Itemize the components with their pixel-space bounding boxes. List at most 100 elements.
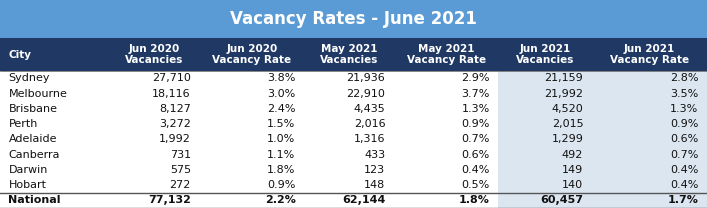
Bar <box>592 71 707 86</box>
Bar <box>199 86 304 101</box>
Bar <box>0 38 110 71</box>
Bar <box>0 116 110 132</box>
Text: Sydney: Sydney <box>8 73 50 83</box>
Bar <box>110 147 199 162</box>
Text: 149: 149 <box>562 165 583 175</box>
Text: Jun 2020
Vacancies: Jun 2020 Vacancies <box>125 44 184 65</box>
Bar <box>0 0 707 38</box>
Text: 3.7%: 3.7% <box>462 89 490 99</box>
Text: 27,710: 27,710 <box>152 73 191 83</box>
Bar <box>394 116 498 132</box>
Bar <box>0 147 110 162</box>
Text: 62,144: 62,144 <box>342 195 385 205</box>
Bar <box>0 162 110 177</box>
Bar <box>394 86 498 101</box>
Text: Perth: Perth <box>8 119 38 129</box>
Text: 4,520: 4,520 <box>551 104 583 114</box>
Bar <box>394 162 498 177</box>
Text: 148: 148 <box>364 180 385 190</box>
Bar <box>592 132 707 147</box>
Bar <box>592 177 707 193</box>
Bar <box>0 177 110 193</box>
Bar <box>498 116 592 132</box>
Bar <box>110 193 199 208</box>
Text: 1.8%: 1.8% <box>267 165 296 175</box>
Text: 4,435: 4,435 <box>354 104 385 114</box>
Text: May 2021
Vacancy Rate: May 2021 Vacancy Rate <box>407 44 486 65</box>
Text: May 2021
Vacancies: May 2021 Vacancies <box>320 44 378 65</box>
Bar <box>199 132 304 147</box>
Text: 2.8%: 2.8% <box>670 73 699 83</box>
Text: 0.7%: 0.7% <box>670 150 699 160</box>
Bar <box>199 71 304 86</box>
Text: 1.1%: 1.1% <box>267 150 296 160</box>
Text: Brisbane: Brisbane <box>8 104 57 114</box>
Bar <box>199 162 304 177</box>
Bar <box>592 193 707 208</box>
Bar <box>0 132 110 147</box>
Bar <box>199 147 304 162</box>
Bar <box>498 86 592 101</box>
Bar <box>304 86 394 101</box>
Text: Darwin: Darwin <box>8 165 48 175</box>
Text: 1.7%: 1.7% <box>667 195 699 205</box>
Text: 1,992: 1,992 <box>159 134 191 144</box>
Bar <box>394 101 498 116</box>
Text: 2,015: 2,015 <box>551 119 583 129</box>
Bar <box>498 38 592 71</box>
Bar <box>304 193 394 208</box>
Text: 0.4%: 0.4% <box>670 180 699 190</box>
Text: 731: 731 <box>170 150 191 160</box>
Text: Hobart: Hobart <box>8 180 47 190</box>
Text: Jun 2020
Vacancy Rate: Jun 2020 Vacancy Rate <box>212 44 291 65</box>
Bar <box>592 38 707 71</box>
Bar <box>110 101 199 116</box>
Text: 21,992: 21,992 <box>544 89 583 99</box>
Bar <box>394 147 498 162</box>
Bar <box>498 193 592 208</box>
Bar <box>199 38 304 71</box>
Text: 3.0%: 3.0% <box>267 89 296 99</box>
Bar <box>110 86 199 101</box>
Bar <box>199 177 304 193</box>
Text: 0.9%: 0.9% <box>670 119 699 129</box>
Bar <box>110 132 199 147</box>
Text: 0.6%: 0.6% <box>462 150 490 160</box>
Text: City: City <box>8 50 32 60</box>
Bar <box>592 86 707 101</box>
Bar <box>592 101 707 116</box>
Text: 1.0%: 1.0% <box>267 134 296 144</box>
Text: 0.7%: 0.7% <box>462 134 490 144</box>
Bar <box>394 132 498 147</box>
Bar <box>498 177 592 193</box>
Text: 22,910: 22,910 <box>346 89 385 99</box>
Bar <box>0 71 110 86</box>
Bar <box>110 177 199 193</box>
Bar <box>304 116 394 132</box>
Text: 3.5%: 3.5% <box>670 89 699 99</box>
Text: Jun 2021
Vacancies: Jun 2021 Vacancies <box>516 44 574 65</box>
Bar <box>304 162 394 177</box>
Bar <box>498 162 592 177</box>
Bar <box>304 147 394 162</box>
Text: Adelaide: Adelaide <box>8 134 57 144</box>
Bar <box>592 147 707 162</box>
Text: 0.4%: 0.4% <box>462 165 490 175</box>
Bar <box>304 132 394 147</box>
Bar <box>304 71 394 86</box>
Text: 21,936: 21,936 <box>346 73 385 83</box>
Text: 1,316: 1,316 <box>354 134 385 144</box>
Text: 1.3%: 1.3% <box>670 104 699 114</box>
Bar <box>0 193 110 208</box>
Bar <box>304 177 394 193</box>
Bar <box>199 116 304 132</box>
Text: 0.5%: 0.5% <box>462 180 490 190</box>
Text: 21,159: 21,159 <box>544 73 583 83</box>
Bar <box>394 193 498 208</box>
Bar <box>498 132 592 147</box>
Text: 140: 140 <box>562 180 583 190</box>
Text: 433: 433 <box>364 150 385 160</box>
Text: 60,457: 60,457 <box>540 195 583 205</box>
Bar <box>498 147 592 162</box>
Text: 492: 492 <box>562 150 583 160</box>
